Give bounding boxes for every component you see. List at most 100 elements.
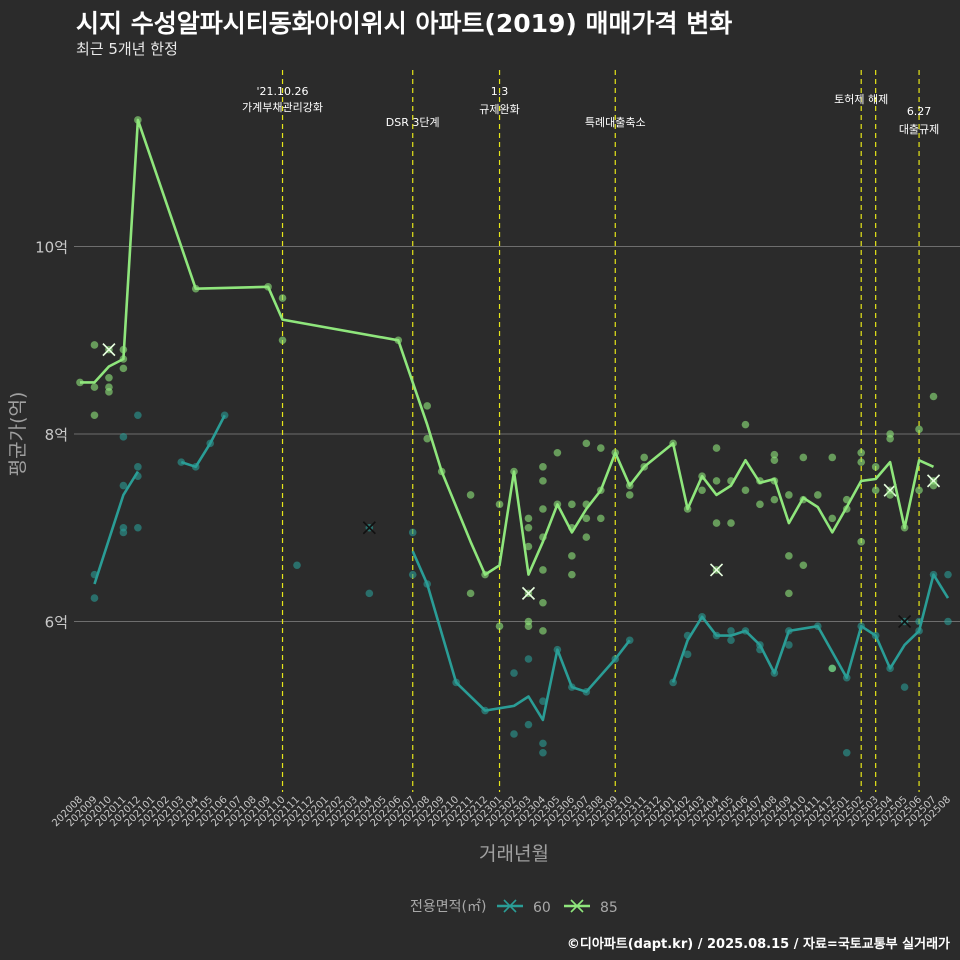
data-point-85 [524, 514, 533, 523]
data-point-85 [785, 552, 793, 560]
data-point-85 [741, 486, 750, 495]
data-point-85 [799, 453, 808, 462]
data-point-60 [134, 411, 142, 420]
y-tick-label: 6억 [45, 614, 68, 632]
chart-title: 시지 수성알파시티동화아이위시 아파트(2019) 매매가격 변화 [76, 9, 733, 38]
data-point-85 [886, 491, 894, 499]
y-axis-title: 평균가(억) [7, 392, 29, 477]
data-point-60 [119, 481, 128, 490]
data-point-60 [510, 669, 518, 677]
data-point-85 [568, 500, 576, 509]
event-label: '21.10.26 [257, 85, 309, 98]
y-tick-label: 8억 [45, 426, 68, 444]
data-point-85 [278, 336, 287, 345]
series-line-85 [80, 118, 935, 576]
data-point-85 [929, 392, 938, 401]
data-point-85 [539, 477, 547, 485]
data-point-85 [423, 402, 432, 410]
event-label: 1.3 [491, 85, 509, 98]
data-point-60 [524, 655, 533, 663]
data-point-85 [90, 383, 99, 391]
data-point-85 [770, 456, 779, 465]
data-point-60 [293, 561, 301, 570]
data-point-85 [568, 570, 576, 579]
data-point-85 [597, 514, 605, 523]
data-point-85 [539, 627, 547, 635]
data-point-85 [495, 500, 504, 509]
data-point-85 [915, 486, 923, 495]
series-line-60 [411, 550, 631, 722]
event-label: DSR 3단계 [386, 116, 440, 129]
legend-title: 전용면적(㎡) [410, 899, 486, 915]
data-point-85 [105, 388, 113, 396]
data-point-85 [770, 450, 779, 459]
data-point-85 [857, 538, 865, 546]
data-point-60 [539, 748, 547, 757]
cross-marker [709, 563, 724, 577]
y-tick-label: 10억 [35, 239, 68, 257]
cross-marker [898, 614, 912, 629]
data-point-85 [524, 622, 533, 630]
data-point-85 [495, 622, 504, 630]
data-point-85 [857, 448, 865, 457]
data-point-85 [857, 458, 865, 466]
data-point-85 [712, 519, 721, 527]
data-point-85 [886, 434, 894, 443]
data-point-85 [466, 589, 475, 598]
data-point-85 [756, 500, 764, 509]
data-point-85 [553, 448, 562, 457]
event-label: 가계부채관리강화 [242, 101, 323, 114]
x-axis-title: 거래년월 [479, 843, 549, 865]
data-point-60 [365, 589, 374, 598]
cross-marker [926, 474, 941, 488]
data-point-60 [134, 463, 142, 471]
data-point-85 [814, 491, 822, 499]
data-point-85 [539, 598, 547, 607]
data-point-85 [929, 481, 938, 490]
source-caption: ©디아파트(dapt.kr) / 2025.08.15 / 자료=국토교통부 실… [566, 937, 950, 952]
data-point-85 [90, 341, 99, 349]
data-point-85 [524, 542, 533, 551]
data-point-60 [119, 528, 128, 537]
data-point-60 [539, 697, 547, 705]
event-label: 특례대출축소 [585, 116, 646, 129]
data-point-85 [785, 589, 793, 598]
data-point-85 [524, 523, 533, 532]
data-point-85 [770, 495, 779, 504]
data-point-85 [640, 453, 648, 462]
data-point-85 [539, 566, 547, 574]
data-point-60 [134, 523, 142, 532]
data-point-85 [423, 434, 432, 443]
data-point-85 [828, 453, 837, 462]
data-point-85 [105, 373, 113, 382]
cross-marker [362, 521, 376, 535]
data-point-85 [568, 552, 576, 560]
data-point-60 [119, 433, 128, 441]
data-point-85 [741, 420, 750, 429]
data-point-60 [900, 683, 909, 691]
data-point-85 [539, 463, 547, 471]
cross-marker [521, 586, 536, 600]
data-point-85 [915, 425, 923, 434]
data-point-85 [871, 486, 880, 495]
data-point-85 [698, 486, 706, 495]
data-point-60 [510, 730, 518, 738]
data-point-85 [625, 491, 634, 499]
data-point-60 [944, 570, 952, 579]
data-point-60 [90, 594, 99, 602]
chart-subtitle: 최근 5개년 한정 [76, 40, 178, 58]
data-point-60 [408, 570, 417, 579]
data-point-85 [712, 444, 721, 452]
series-line-60 [671, 573, 950, 683]
data-point-60 [524, 720, 533, 729]
data-point-85 [582, 533, 591, 541]
data-point-85 [119, 364, 128, 373]
data-point-60 [785, 641, 793, 649]
data-point-85 [785, 491, 793, 499]
data-point-85 [597, 444, 605, 452]
event-label: 6.27 [907, 105, 932, 118]
cross-marker [102, 343, 116, 357]
data-point-60 [683, 650, 692, 659]
data-point-60 [727, 627, 735, 635]
